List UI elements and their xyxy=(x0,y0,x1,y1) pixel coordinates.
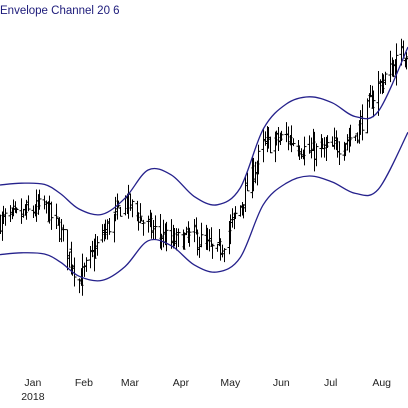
x-tick-label: Jun xyxy=(273,377,290,389)
price-bar xyxy=(348,124,353,147)
price-bar xyxy=(207,229,212,252)
price-bar xyxy=(220,244,225,258)
price-bar xyxy=(279,130,284,141)
price-bar xyxy=(187,227,192,247)
envelope-lines xyxy=(0,46,408,282)
price-bar xyxy=(72,257,77,287)
price-bar xyxy=(209,227,214,247)
price-bar xyxy=(261,129,266,163)
price-bar xyxy=(26,195,31,212)
price-bar xyxy=(233,206,238,220)
price-bar xyxy=(291,138,296,147)
price-bar xyxy=(14,207,19,214)
price-bar xyxy=(44,200,49,214)
price-bar xyxy=(199,222,204,248)
price-bar xyxy=(100,224,105,243)
price-bar xyxy=(49,201,54,230)
price-bar xyxy=(388,50,393,83)
price-bar xyxy=(325,135,330,148)
price-bar xyxy=(353,135,358,141)
price-bar xyxy=(230,208,235,228)
price-bar xyxy=(88,245,93,269)
price-bar xyxy=(84,257,89,272)
price-bar xyxy=(383,71,388,86)
price-bar xyxy=(314,143,319,167)
price-bar xyxy=(176,228,181,248)
price-bar xyxy=(222,248,227,263)
price-bar xyxy=(378,79,383,94)
price-bar xyxy=(67,251,72,268)
price-bar xyxy=(107,217,112,235)
x-tick-label: Mar xyxy=(121,377,140,389)
price-bar xyxy=(130,199,135,218)
price-bar xyxy=(210,244,215,259)
price-bar xyxy=(360,104,365,141)
price-bar xyxy=(268,136,273,154)
price-bar xyxy=(153,215,158,240)
price-bar xyxy=(309,137,314,159)
price-bar xyxy=(82,262,87,277)
x-tick-label: Feb xyxy=(75,377,93,389)
price-bar xyxy=(371,90,376,118)
price-bar xyxy=(77,278,82,294)
price-bar xyxy=(302,136,307,166)
x-tick-label: Jul xyxy=(324,377,337,389)
price-bar xyxy=(174,228,179,251)
envelope-upper-line xyxy=(0,46,408,216)
price-bar xyxy=(365,98,370,134)
price-bar xyxy=(54,203,59,230)
x-tick-label: Aug xyxy=(372,377,391,389)
price-bar xyxy=(286,126,291,151)
price-bar xyxy=(256,144,261,175)
price-bar xyxy=(192,218,197,243)
price-bar xyxy=(322,137,327,158)
price-bar xyxy=(146,215,151,233)
price-bar xyxy=(90,240,95,258)
x-tick-label: Jan xyxy=(24,377,41,389)
x-axis: Jan 2018 Feb Mar Apr May Jun Jul Aug xyxy=(21,377,391,403)
x-tick-label: May xyxy=(220,377,241,389)
price-bar xyxy=(253,161,258,184)
x-tick-year-label: 2018 xyxy=(21,391,45,403)
price-bar xyxy=(284,122,289,143)
price-bar xyxy=(19,198,24,224)
price-bar xyxy=(118,206,123,217)
price-bar xyxy=(61,224,66,242)
envelope-lower-line xyxy=(0,131,408,282)
chart-title: Envelope Channel 20 6 xyxy=(0,5,120,17)
x-tick-label: Apr xyxy=(173,377,190,389)
price-bar xyxy=(184,226,189,235)
price-bar xyxy=(95,236,100,256)
price-bar xyxy=(3,208,8,226)
price-bar xyxy=(65,229,70,271)
price-bars xyxy=(0,38,408,296)
price-bar xyxy=(141,219,146,236)
price-bar xyxy=(276,126,281,151)
price-bar xyxy=(37,189,42,210)
price-bar xyxy=(245,172,250,192)
price-bar xyxy=(197,236,202,258)
price-bar xyxy=(169,219,174,249)
price-bar xyxy=(345,134,350,151)
price-bar xyxy=(215,243,220,252)
price-bar xyxy=(151,220,156,240)
price-bar xyxy=(337,141,342,166)
price-bar xyxy=(138,203,143,224)
